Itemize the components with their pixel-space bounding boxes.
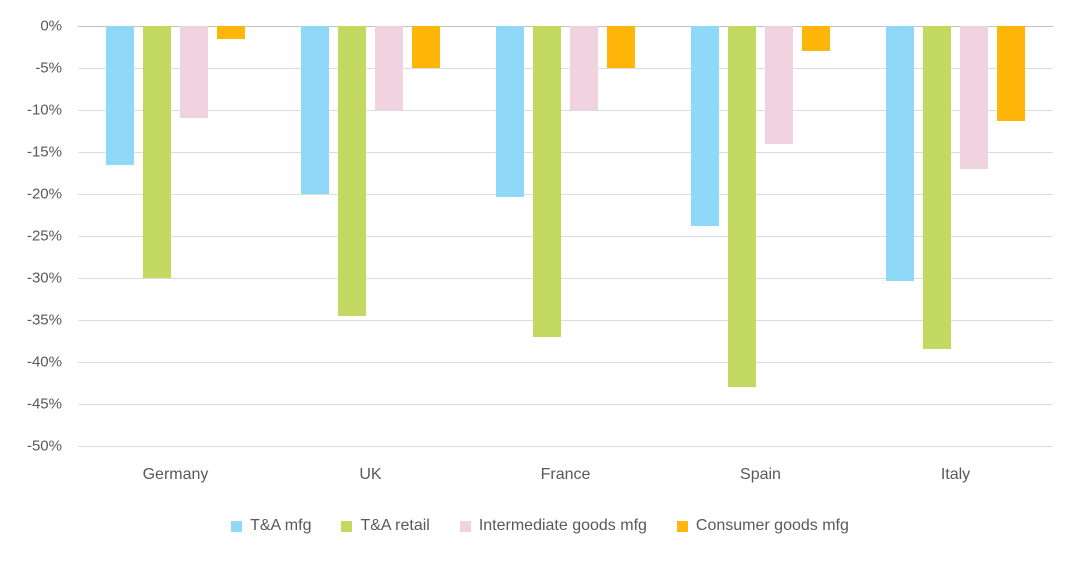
- category-label: UK: [359, 466, 382, 483]
- bar-group: [468, 26, 663, 446]
- y-axis-tick-label: 0%: [40, 17, 62, 35]
- legend-label: Consumer goods mfg: [695, 517, 849, 534]
- legend-item: Consumer goods mfg: [676, 517, 849, 535]
- category-label: Germany: [142, 466, 209, 483]
- x-axis-labels: Germany UK France Spain Italy: [78, 466, 1053, 484]
- bar: [886, 26, 914, 281]
- gridline: [78, 278, 1053, 279]
- category-label: Spain: [740, 466, 781, 483]
- bar: [217, 26, 245, 39]
- gridline: [78, 110, 1053, 111]
- gridline: [78, 194, 1053, 195]
- y-axis-tick-label: -15%: [26, 143, 62, 161]
- bar: [496, 26, 524, 197]
- bar: [301, 26, 329, 194]
- legend-swatch: [459, 520, 471, 532]
- bar-group: [663, 26, 858, 446]
- category-label: Italy: [940, 466, 971, 483]
- gridline: [78, 320, 1053, 321]
- gridline: [78, 68, 1053, 69]
- bar-group: [858, 26, 1053, 446]
- gridline: [78, 446, 1053, 447]
- bar: [375, 26, 403, 110]
- legend-item: Intermediate goods mfg: [459, 517, 647, 535]
- bar-group: [78, 26, 273, 446]
- y-axis-tick-label: -40%: [26, 353, 62, 371]
- gridline: [78, 152, 1053, 153]
- plot-area: [78, 26, 1053, 447]
- category-label: France: [540, 466, 591, 483]
- bar: [960, 26, 988, 169]
- gridline: [78, 404, 1053, 405]
- bar: [691, 26, 719, 226]
- bar: [533, 26, 561, 337]
- bar-groups: [78, 26, 1053, 446]
- legend-item: T&A mfg: [231, 517, 311, 535]
- bar: [997, 26, 1025, 121]
- legend-label: Intermediate goods mfg: [478, 517, 647, 534]
- gridline: [78, 236, 1053, 237]
- y-axis: 0% -5% -10% -15% -20% -25% -30% -35% -40% -45% -50…: [0, 19, 68, 454]
- bar: [923, 26, 951, 350]
- bar: [765, 26, 793, 144]
- y-axis-tick-label: -35%: [26, 311, 62, 329]
- legend-label: T&A retail: [360, 517, 430, 534]
- gridline: [78, 362, 1053, 363]
- y-axis-tick-label: -50%: [26, 437, 62, 455]
- legend-swatch: [341, 520, 353, 532]
- y-axis-tick-label: -30%: [26, 269, 62, 287]
- bar: [728, 26, 756, 388]
- bar: [180, 26, 208, 119]
- bar: [338, 26, 366, 316]
- bar-group: [273, 26, 468, 446]
- gridline: [78, 26, 1053, 27]
- bar: [570, 26, 598, 110]
- legend-swatch: [676, 520, 688, 532]
- y-axis-tick-label: -25%: [26, 227, 62, 245]
- legend-swatch: [231, 520, 243, 532]
- legend: T&A mfg T&A retail Intermediate goods mfg C…: [0, 517, 1080, 535]
- legend-label: T&A mfg: [250, 517, 312, 534]
- y-axis-tick-label: -5%: [35, 59, 62, 77]
- y-axis-tick-label: -10%: [26, 101, 62, 119]
- y-axis-tick-label: -20%: [26, 185, 62, 203]
- bar: [412, 26, 440, 68]
- bar: [802, 26, 830, 52]
- legend-item: T&A retail: [341, 517, 430, 535]
- bar: [143, 26, 171, 278]
- bar: [106, 26, 134, 165]
- y-axis-tick-label: -45%: [26, 395, 62, 413]
- bar: [607, 26, 635, 68]
